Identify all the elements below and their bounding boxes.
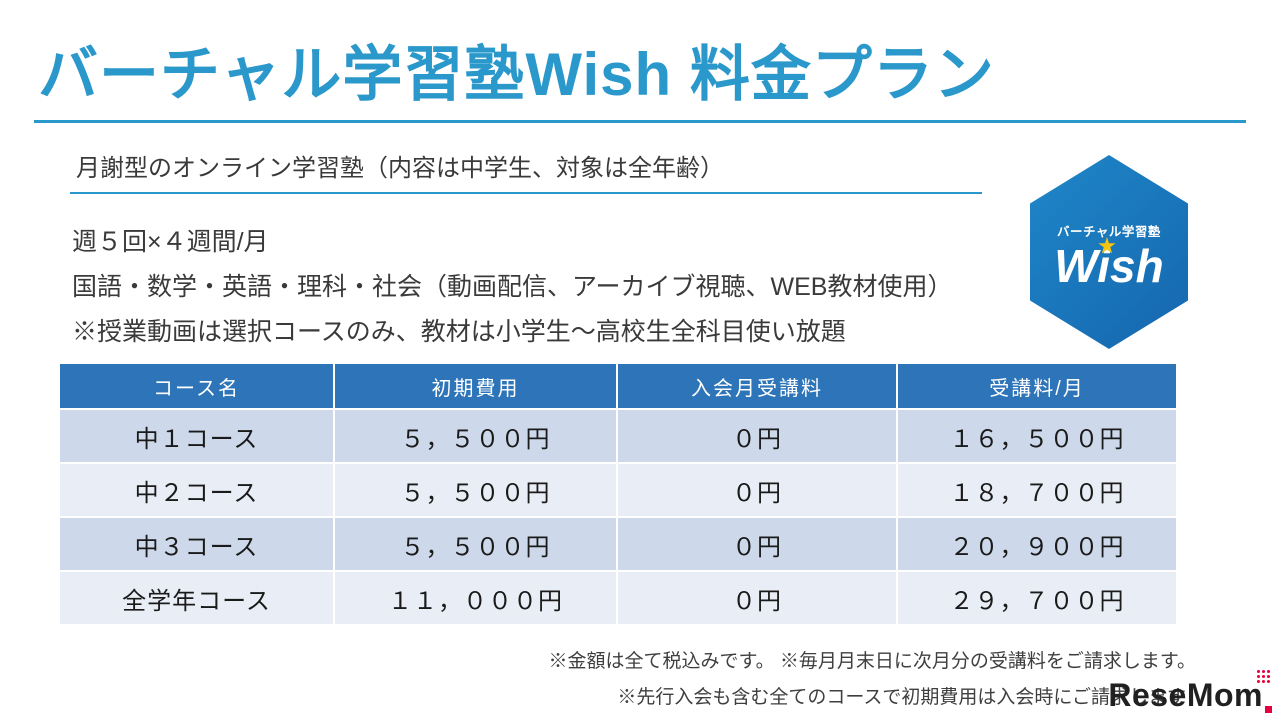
table-header-initial-fee: 初期費用 xyxy=(335,364,616,408)
footer-note-initial-fee: ※先行入会も含む全てのコースで初期費用は入会時にご請求します xyxy=(617,687,1186,708)
table-cell: ５，５００円 xyxy=(335,410,616,462)
table-cell: 中１コース xyxy=(60,410,333,462)
table-cell: ０円 xyxy=(618,518,896,570)
subtitle-divider xyxy=(70,192,982,194)
table-cell: ５，５００円 xyxy=(335,518,616,570)
table-cell: １８，７００円 xyxy=(898,464,1176,516)
subtitle: 月謝型のオンライン学習塾（内容は中学生、対象は全年齢） xyxy=(76,155,724,182)
body-line-schedule: 週５回×４週間/月 xyxy=(72,228,269,256)
table-cell: ２９，７００円 xyxy=(898,572,1176,624)
table-cell: １１，０００円 xyxy=(335,572,616,624)
table-header-monthly-fee: 受講料/月 xyxy=(898,364,1176,408)
wish-logo: バーチャル学習塾 Wish xyxy=(1030,155,1188,349)
table-cell: １６，５００円 xyxy=(898,410,1176,462)
table-header-first-month: 入会月受講料 xyxy=(618,364,896,408)
resemom-logo: ReseMom xyxy=(1108,670,1272,718)
table-cell: ０円 xyxy=(618,572,896,624)
resemom-dots-icon xyxy=(1257,670,1270,683)
hexagon-badge xyxy=(1030,155,1188,349)
title-divider xyxy=(34,120,1246,123)
pricing-table: コース名 初期費用 入会月受講料 受講料/月 中１コース ５，５００円 ０円 １… xyxy=(60,364,1178,624)
body-line-note: ※授業動画は選択コースのみ、教材は小学生～高校生全科目使い放題 xyxy=(72,318,846,346)
table-cell: ２０，９００円 xyxy=(898,518,1176,570)
resemom-period-icon xyxy=(1265,706,1272,713)
table-header-course: コース名 xyxy=(60,364,333,408)
table-cell: 中３コース xyxy=(60,518,333,570)
table-cell: 中２コース xyxy=(60,464,333,516)
table-cell: 全学年コース xyxy=(60,572,333,624)
footer-note-tax: ※金額は全て税込みです。 ※毎月月末日に次月分の受講料をご請求します。 xyxy=(548,651,1196,672)
page-title: バーチャル学習塾Wish 料金プラン xyxy=(38,41,995,108)
resemom-text: ReseMom xyxy=(1108,677,1263,713)
table-cell: ０円 xyxy=(618,464,896,516)
body-line-subjects: 国語・数学・英語・理科・社会（動画配信、アーカイブ視聴、WEB教材使用） xyxy=(72,273,953,301)
table-cell: ５，５００円 xyxy=(335,464,616,516)
table-cell: ０円 xyxy=(618,410,896,462)
logo-tagline: バーチャル学習塾 xyxy=(1057,225,1161,239)
